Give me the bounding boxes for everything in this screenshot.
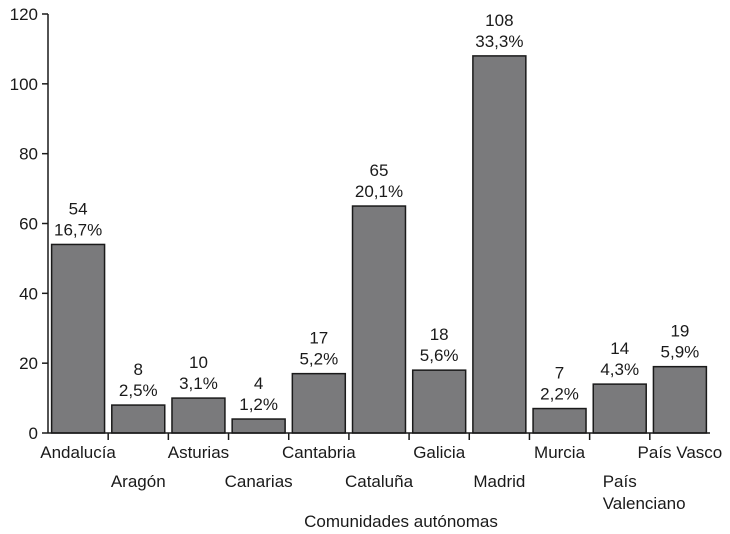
- bar-percent-label: 3,1%: [179, 374, 218, 393]
- bar-percent-label: 2,5%: [119, 381, 158, 400]
- x-axis-title: Comunidades autónomas: [304, 512, 498, 531]
- category-label: Murcia: [534, 443, 586, 462]
- bar: [472, 55, 527, 434]
- y-tick-label: 0: [29, 424, 38, 443]
- bar: [652, 365, 708, 434]
- bar: [171, 397, 226, 434]
- category-label: Valenciano: [603, 494, 686, 513]
- y-axis-ticks: 0 20 40 60 80 100 120: [10, 5, 48, 443]
- y-tick-label: 40: [19, 284, 38, 303]
- bar-percent-label: 2,2%: [540, 385, 579, 404]
- bar-percent-label: 5,9%: [661, 343, 700, 362]
- data-labels: 54 16,7% 8 2,5% 10 3,1% 4 1,2% 17 5,2% 65 20,1% 18 5,…: [54, 11, 699, 414]
- category-label: País: [603, 472, 637, 491]
- category-label: Canarias: [225, 472, 293, 491]
- bar-percent-label: 33,3%: [475, 32, 523, 51]
- bar: [592, 383, 647, 434]
- category-label: País Vasco: [638, 443, 723, 462]
- bar: [50, 243, 106, 434]
- bar-percent-label: 16,7%: [54, 220, 102, 239]
- y-tick-label: 20: [19, 354, 38, 373]
- bar-value-label: 8: [134, 360, 143, 379]
- y-tick-label: 80: [19, 145, 38, 164]
- y-tick-label: 60: [19, 215, 38, 234]
- x-axis-ticks: [107, 433, 651, 440]
- category-label: Galicia: [413, 443, 466, 462]
- bar: [291, 372, 347, 434]
- bar-percent-label: 5,6%: [420, 346, 459, 365]
- bar-percent-label: 1,2%: [239, 395, 278, 414]
- bar-value-label: 54: [69, 199, 88, 218]
- bar-value-label: 18: [430, 325, 449, 344]
- category-label: Cataluña: [345, 472, 414, 491]
- category-label: Aragón: [111, 472, 166, 491]
- bar: [411, 369, 467, 434]
- bar-value-label: 4: [254, 374, 263, 393]
- y-tick-label: 120: [10, 5, 38, 24]
- category-label: Cantabria: [282, 443, 356, 462]
- bar-percent-label: 5,2%: [299, 350, 338, 369]
- bar-value-label: 17: [309, 329, 328, 348]
- bar: [532, 407, 587, 434]
- bar-percent-label: 4,3%: [600, 360, 639, 379]
- bar-value-label: 14: [610, 339, 629, 358]
- bar: [351, 205, 407, 434]
- bar-value-label: 65: [370, 161, 389, 180]
- bar-percent-label: 20,1%: [355, 182, 403, 201]
- bar-value-label: 7: [555, 364, 564, 383]
- bar-value-label: 10: [189, 353, 208, 372]
- y-tick-label: 100: [10, 75, 38, 94]
- bar: [231, 418, 286, 434]
- bar-value-label: 19: [670, 322, 689, 341]
- bar-value-label: 108: [485, 11, 513, 30]
- category-label: Andalucía: [40, 443, 116, 462]
- category-label: Madrid: [473, 472, 525, 491]
- bar: [111, 404, 166, 434]
- category-label: Asturias: [168, 443, 229, 462]
